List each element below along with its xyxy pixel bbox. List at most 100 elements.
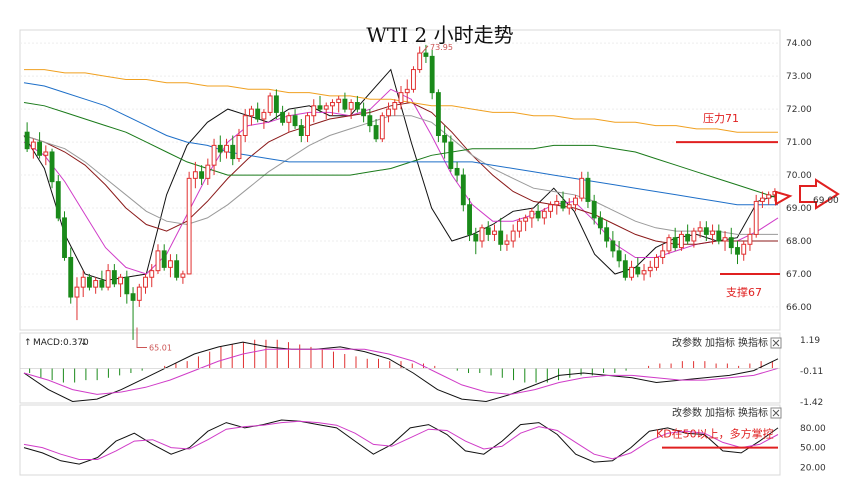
candle-body xyxy=(143,276,148,288)
candle-body xyxy=(435,92,441,136)
candle-body xyxy=(111,270,117,285)
candle-body xyxy=(573,197,578,206)
candle-body xyxy=(510,230,516,242)
candle-body xyxy=(161,250,167,268)
candle-body xyxy=(604,227,610,242)
candle-body xyxy=(535,210,541,219)
macd-down-arrow: ↓ xyxy=(80,338,88,348)
candle-body xyxy=(43,151,49,156)
candle-body xyxy=(242,115,248,136)
candle-body xyxy=(404,88,410,94)
candle-body xyxy=(485,227,491,235)
candle-body xyxy=(149,270,155,278)
candle-body xyxy=(647,266,653,272)
candle-body xyxy=(498,230,504,245)
candle-body xyxy=(566,204,572,209)
candle-body xyxy=(429,55,435,94)
chart-title: WTI 2 小时走势 xyxy=(366,23,513,47)
macd-dea-line xyxy=(23,348,779,395)
candle-body xyxy=(691,230,697,242)
kd-k-line xyxy=(23,419,779,465)
candle-body xyxy=(24,131,30,150)
candle-body xyxy=(267,95,273,113)
candles xyxy=(24,44,778,340)
candle-body xyxy=(579,177,585,199)
candle-body xyxy=(386,108,391,117)
candle-body xyxy=(249,108,254,117)
low-label: 65.01 xyxy=(149,344,172,353)
kd-add-indicator-button[interactable]: 加指标 xyxy=(705,406,735,419)
candle-body xyxy=(560,200,566,209)
candle-body xyxy=(342,98,348,110)
price-panel-frame xyxy=(19,29,781,331)
candle-body xyxy=(217,144,223,153)
candle-body xyxy=(68,256,74,298)
candle-body xyxy=(336,98,342,104)
candle-body xyxy=(629,266,634,278)
low-pointer xyxy=(136,327,147,349)
candle-body xyxy=(361,108,367,117)
candle-body xyxy=(523,217,529,222)
macd-lines xyxy=(23,341,779,403)
candle-body xyxy=(554,200,560,206)
candle-body xyxy=(473,233,479,242)
candle-body xyxy=(716,230,722,242)
macd-switch-indicator-button[interactable]: 换指标 xyxy=(738,336,768,349)
kd-tick-label: 50.00 xyxy=(800,444,826,454)
candle-body xyxy=(180,273,186,278)
annotations: 73.95 65.01 压力71 支撑67 xyxy=(136,43,780,353)
candle-body xyxy=(298,125,304,136)
candle-body xyxy=(224,144,229,153)
candle-body xyxy=(30,141,36,150)
candle-body xyxy=(398,92,404,104)
right-value-label: 69.00 xyxy=(813,196,839,206)
candle-body xyxy=(660,250,666,258)
candle-body xyxy=(672,237,678,249)
candle-body xyxy=(168,260,173,268)
high-pointer xyxy=(421,45,429,54)
candle-body xyxy=(99,280,105,288)
candle-body xyxy=(211,144,217,166)
ma-6-line xyxy=(23,82,778,206)
candle-body xyxy=(286,115,292,123)
macd-add-indicator-button[interactable]: 加指标 xyxy=(705,336,735,349)
kd-close-icon[interactable] xyxy=(770,407,782,419)
kd-d-line xyxy=(23,420,779,460)
candle-body xyxy=(261,111,267,120)
candle-body xyxy=(74,286,80,298)
candle-body xyxy=(697,227,703,232)
kd-label: KD在50以上，多方掌控 xyxy=(656,427,774,441)
candle-body xyxy=(124,276,130,295)
candle-body xyxy=(492,230,497,235)
candle-body xyxy=(186,177,192,275)
candle-body xyxy=(348,102,354,110)
candle-body xyxy=(766,194,772,199)
kd-edit-params-button[interactable]: 改参数 xyxy=(672,406,702,419)
candle-body xyxy=(622,260,628,278)
candle-body xyxy=(516,220,522,232)
candle-body xyxy=(199,171,205,179)
candle-body xyxy=(541,210,547,219)
kd-switch-indicator-button[interactable]: 换指标 xyxy=(738,406,768,419)
candle-body xyxy=(330,102,335,107)
grid xyxy=(20,42,780,308)
candle-body xyxy=(280,111,286,123)
candle-body xyxy=(93,280,99,288)
price-tick-label: 74.00 xyxy=(786,39,812,49)
price-tick-label: 66.00 xyxy=(786,303,812,313)
macd-edit-params-button[interactable]: 改参数 xyxy=(672,336,702,349)
macd-close-icon[interactable] xyxy=(770,337,782,349)
candle-body xyxy=(323,105,329,110)
macd-axis: 1.19 -0.11 -1.42 xyxy=(20,336,823,408)
price-tick-label: 67.00 xyxy=(786,270,812,280)
candle-body xyxy=(49,151,55,183)
macd-tick-label: -1.42 xyxy=(800,398,823,408)
candle-body xyxy=(635,266,641,275)
candle-body xyxy=(55,181,61,219)
kd-lines: KD在50以上，多方掌控 xyxy=(23,419,779,465)
right-arrow-icon xyxy=(775,178,840,210)
candle-body xyxy=(392,102,398,110)
candle-body xyxy=(666,237,672,252)
